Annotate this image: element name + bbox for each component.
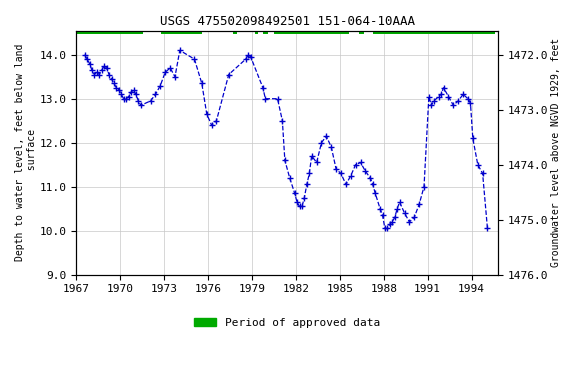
Y-axis label: Groundwater level above NGVD 1929, feet: Groundwater level above NGVD 1929, feet [551,38,561,267]
Title: USGS 475502098492501 151-064-10AAA: USGS 475502098492501 151-064-10AAA [160,15,415,28]
Legend: Period of approved data: Period of approved data [190,314,385,333]
Y-axis label: Depth to water level, feet below land
 surface: Depth to water level, feet below land su… [15,44,37,261]
